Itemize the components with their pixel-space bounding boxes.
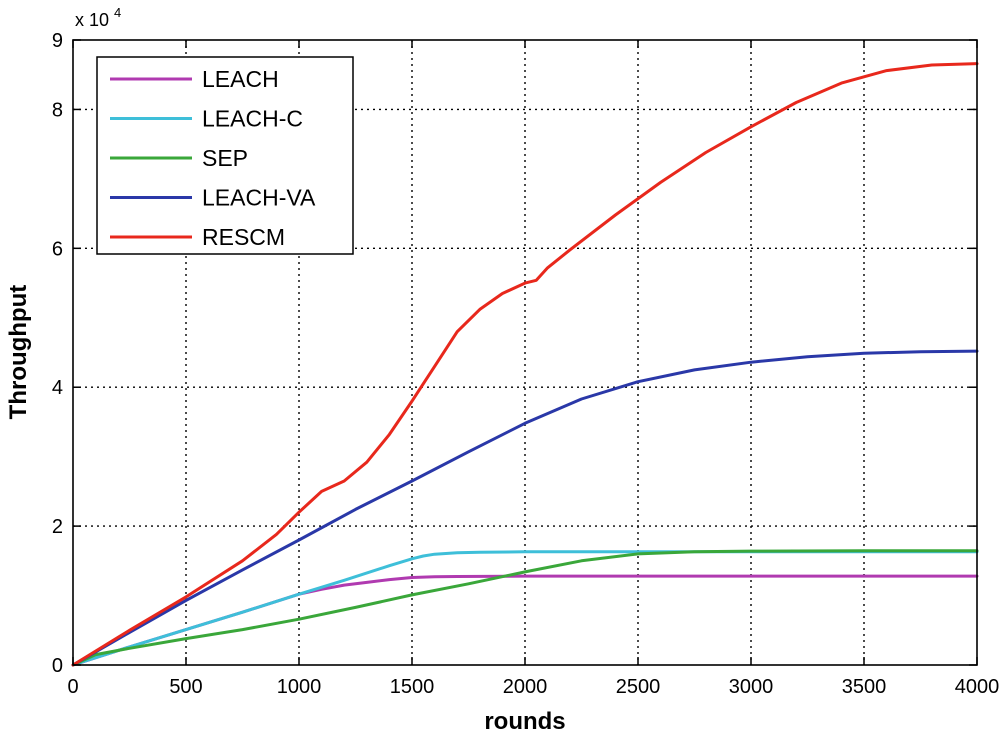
x-tick-label: 2500 [616,676,661,698]
x-axis-label: rounds [484,708,565,735]
y-tick-label: 6 [52,238,63,260]
x-tick-label: 3500 [842,676,887,698]
legend-box [96,56,354,255]
legend-label-leach: LEACH [202,66,279,92]
y-tick-label: 8 [52,99,63,121]
legend-label-leach-c: LEACH-C [202,106,303,132]
y-axis-exponent: x 10 4 [75,5,121,30]
x-tick-label: 1500 [390,676,435,698]
data-series [71,62,979,667]
y-tick-label: 4 [52,377,63,399]
x-tick-label: 0 [67,676,78,698]
y-axis-label: Throughput [5,285,32,420]
series-line-leach-va [71,349,979,667]
y-tick-label: 2 [52,516,63,538]
legend-label-rescm: RESCM [202,224,285,250]
axis-ticks: 0 500 1000 1500 2000 2500 3000 3500 4000 0 2 4 6 8 9 [52,30,999,698]
legend-label-sep: SEP [202,145,248,171]
x-tick-label: 500 [169,676,202,698]
series-line-sep [71,549,979,667]
x-tick-label: 1000 [277,676,322,698]
x-tick-label: 2000 [503,676,548,698]
legend-label-leach-va: LEACH-VA [202,185,316,211]
series-line-rescm [71,62,979,667]
x-tick-label: 3000 [729,676,774,698]
legend: LEACH LEACH-C SEP LEACH-VA RESCM [96,56,354,255]
y-tick-label: 9 [52,30,63,52]
x-tick-label: 4000 [955,676,1000,698]
y-tick-label: 0 [52,655,63,677]
